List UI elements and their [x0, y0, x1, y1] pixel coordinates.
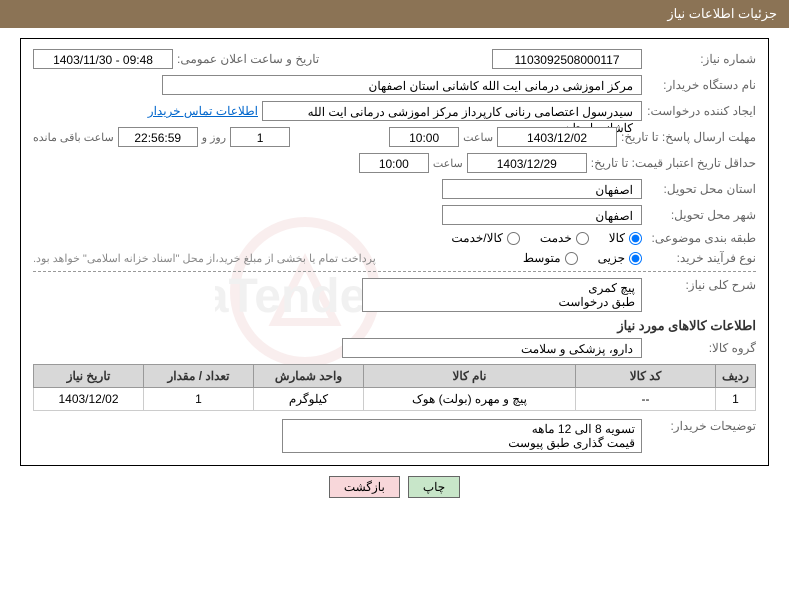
goods-group-value: دارو، پزشکی و سلامت: [342, 338, 642, 358]
process-type-label: نوع فرآیند خرید:: [646, 251, 756, 265]
overview-box: پیچ کمری طبق درخواست: [362, 278, 642, 312]
td-0-4: 1: [144, 388, 254, 411]
deadline-price-hour: 10:00: [359, 153, 429, 173]
process-option-0-label: جزیی: [598, 251, 625, 265]
city-value: اصفهان: [442, 205, 642, 225]
th-1: کد کالا: [576, 365, 716, 388]
need-number-value: 1103092508000117: [492, 49, 642, 69]
deadline-remain-label: ساعت باقی مانده: [33, 131, 114, 144]
goods-group-label: گروه کالا:: [646, 341, 756, 355]
process-option-0[interactable]: جزیی: [598, 251, 642, 265]
divider: [33, 271, 756, 272]
category-radio-0[interactable]: [629, 232, 642, 245]
td-0-0: 1: [716, 388, 756, 411]
requester-value: سیدرسول اعتصامی رنانی کارپرداز مرکز اموز…: [262, 101, 642, 121]
process-note: پرداخت تمام یا بخشی از مبلغ خرید،از محل …: [33, 252, 376, 265]
row-goods-group: گروه کالا: دارو، پزشکی و سلامت: [33, 338, 756, 358]
page-header: جزئیات اطلاعات نیاز: [0, 0, 789, 28]
buyer-notes-box: تسویه 8 الی 12 ماهه قیمت گذاری طبق پیوست: [282, 419, 642, 453]
goods-table: ردیف کد کالا نام کالا واحد شمارش تعداد /…: [33, 364, 756, 411]
process-option-1-label: متوسط: [523, 251, 561, 265]
buyer-org-value: مرکز اموزشی درمانی ایت الله کاشانی استان…: [162, 75, 642, 95]
category-radio-2[interactable]: [507, 232, 520, 245]
td-0-2: پیچ و مهره (بولت) هوک: [364, 388, 576, 411]
table-header-row: ردیف کد کالا نام کالا واحد شمارش تعداد /…: [34, 365, 756, 388]
deadline-price-date: 1403/12/29: [467, 153, 587, 173]
category-option-0[interactable]: کالا: [609, 231, 642, 245]
buyer-notes-line1: تسویه 8 الی 12 ماهه: [289, 422, 635, 436]
announce-label: تاریخ و ساعت اعلان عمومی:: [177, 52, 319, 66]
deadline-timer: 22:56:59: [118, 127, 198, 147]
row-buyer-org: نام دستگاه خریدار: مرکز اموزشی درمانی ای…: [33, 75, 756, 95]
row-overview: شرح کلی نیاز: پیچ کمری طبق درخواست: [33, 278, 756, 312]
row-category: طبقه بندی موضوعی: کالا خدمت کالا/خدمت: [33, 231, 756, 245]
footer-buttons: چاپ بازگشت: [0, 476, 789, 498]
buyer-notes-label: توضیحات خریدار:: [646, 419, 756, 433]
overview-line1: پیچ کمری: [369, 281, 635, 295]
back-button[interactable]: بازگشت: [329, 476, 400, 498]
page-title: جزئیات اطلاعات نیاز: [667, 6, 777, 21]
overview-label: شرح کلی نیاز:: [646, 278, 756, 292]
category-radio-1[interactable]: [576, 232, 589, 245]
category-radio-group: کالا خدمت کالا/خدمت: [451, 231, 642, 245]
category-option-1[interactable]: خدمت: [540, 231, 589, 245]
process-type-radio-group: جزیی متوسط: [523, 251, 642, 265]
table-row: 1 -- پیچ و مهره (بولت) هوک کیلوگرم 1 140…: [34, 388, 756, 411]
process-radio-1[interactable]: [565, 252, 578, 265]
announce-value: 1403/11/30 - 09:48: [33, 49, 173, 69]
deadline-answer-hour-label: ساعت: [463, 131, 493, 144]
th-0: ردیف: [716, 365, 756, 388]
process-radio-0[interactable]: [629, 252, 642, 265]
deadline-answer-date: 1403/12/02: [497, 127, 617, 147]
td-0-1: --: [576, 388, 716, 411]
category-option-2[interactable]: کالا/خدمت: [451, 231, 519, 245]
row-process-type: نوع فرآیند خرید: جزیی متوسط پرداخت تمام …: [33, 251, 756, 265]
details-panel: شماره نیاز: 1103092508000117 تاریخ و ساع…: [20, 38, 769, 466]
process-option-1[interactable]: متوسط: [523, 251, 578, 265]
deadline-answer-hour: 10:00: [389, 127, 459, 147]
row-city: شهر محل تحویل: اصفهان: [33, 205, 756, 225]
th-3: واحد شمارش: [254, 365, 364, 388]
row-need-number: شماره نیاز: 1103092508000117 تاریخ و ساع…: [33, 49, 756, 69]
buyer-notes-line2: قیمت گذاری طبق پیوست: [289, 436, 635, 450]
deadline-answer-label: مهلت ارسال پاسخ: تا تاریخ:: [621, 130, 756, 144]
row-buyer-notes: توضیحات خریدار: تسویه 8 الی 12 ماهه قیمت…: [33, 419, 756, 453]
category-option-1-label: خدمت: [540, 231, 572, 245]
deadline-days-label: روز و: [202, 131, 226, 144]
row-province: استان محل تحویل: اصفهان: [33, 179, 756, 199]
th-4: تعداد / مقدار: [144, 365, 254, 388]
requester-label: ایجاد کننده درخواست:: [646, 104, 756, 118]
need-number-label: شماره نیاز:: [646, 52, 756, 66]
deadline-days: 1: [230, 127, 290, 147]
buyer-org-label: نام دستگاه خریدار:: [646, 78, 756, 92]
city-label: شهر محل تحویل:: [646, 208, 756, 222]
province-value: اصفهان: [442, 179, 642, 199]
category-option-0-label: کالا: [609, 231, 625, 245]
row-requester: ایجاد کننده درخواست: سیدرسول اعتصامی رنا…: [33, 101, 756, 121]
overview-line2: طبق درخواست: [369, 295, 635, 309]
td-0-5: 1403/12/02: [34, 388, 144, 411]
goods-section-title: اطلاعات کالاهای مورد نیاز: [33, 318, 756, 334]
td-0-3: کیلوگرم: [254, 388, 364, 411]
deadline-price-hour-label: ساعت: [433, 157, 463, 170]
row-deadline-answer: مهلت ارسال پاسخ: تا تاریخ: 1403/12/02 سا…: [33, 127, 756, 147]
deadline-price-label: حداقل تاریخ اعتبار قیمت: تا تاریخ:: [591, 156, 756, 170]
buyer-contact-link[interactable]: اطلاعات تماس خریدار: [148, 104, 258, 118]
print-button[interactable]: چاپ: [408, 476, 460, 498]
th-2: نام کالا: [364, 365, 576, 388]
th-5: تاریخ نیاز: [34, 365, 144, 388]
row-deadline-price: حداقل تاریخ اعتبار قیمت: تا تاریخ: 1403/…: [33, 153, 756, 173]
category-label: طبقه بندی موضوعی:: [646, 231, 756, 245]
province-label: استان محل تحویل:: [646, 182, 756, 196]
category-option-2-label: کالا/خدمت: [451, 231, 502, 245]
